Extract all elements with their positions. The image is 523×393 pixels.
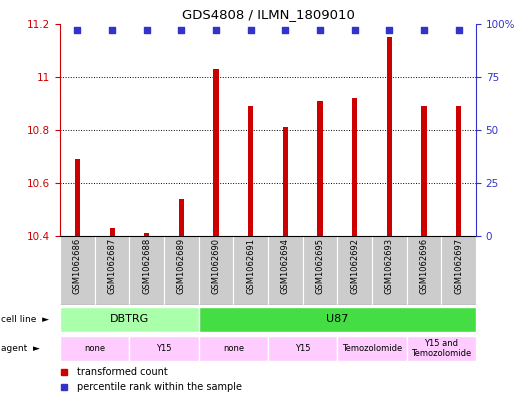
Bar (199, 307, 476, 332)
Point (281, 27, 290, 33)
Point (316, 27, 324, 33)
Bar (164, 236, 199, 305)
Bar (199, 236, 233, 305)
Text: GSM1062692: GSM1062692 (350, 238, 359, 294)
Text: none: none (84, 344, 105, 353)
Text: GSM1062690: GSM1062690 (212, 238, 221, 294)
Text: GSM1062691: GSM1062691 (246, 238, 255, 294)
Text: Y15 and
Temozolomide: Y15 and Temozolomide (411, 339, 471, 358)
Point (385, 27, 393, 33)
Text: GSM1062688: GSM1062688 (142, 238, 151, 294)
Point (246, 27, 255, 33)
Bar (441, 236, 476, 305)
Text: Y15: Y15 (295, 344, 311, 353)
Point (454, 27, 463, 33)
Bar (407, 336, 476, 361)
Bar (144, 233, 150, 236)
Text: DBTRG: DBTRG (110, 314, 149, 324)
Text: GSM1062696: GSM1062696 (419, 238, 428, 294)
Point (143, 27, 151, 33)
Bar (337, 236, 372, 305)
Text: percentile rank within the sample: percentile rank within the sample (77, 382, 242, 391)
Bar (352, 98, 357, 236)
Bar (109, 228, 115, 236)
Bar (179, 199, 184, 236)
Text: GSM1062693: GSM1062693 (385, 238, 394, 294)
Text: GSM1062695: GSM1062695 (315, 238, 324, 294)
Bar (129, 236, 164, 305)
Bar (199, 336, 268, 361)
Bar (60, 307, 199, 332)
Text: GSM1062697: GSM1062697 (454, 238, 463, 294)
Text: transformed count: transformed count (77, 367, 167, 377)
Bar (60, 236, 95, 305)
Bar (407, 236, 441, 305)
Bar (75, 159, 80, 236)
Point (212, 27, 220, 33)
Bar (60, 336, 129, 361)
Bar (233, 236, 268, 305)
Text: GSM1062687: GSM1062687 (108, 238, 117, 294)
Bar (248, 106, 253, 236)
Text: U87: U87 (326, 314, 348, 324)
Text: none: none (223, 344, 244, 353)
Text: Y15: Y15 (156, 344, 172, 353)
Text: Temozolomide: Temozolomide (342, 344, 402, 353)
Title: GDS4808 / ILMN_1809010: GDS4808 / ILMN_1809010 (181, 8, 355, 21)
Point (177, 27, 186, 33)
Bar (372, 236, 407, 305)
Bar (303, 236, 337, 305)
Point (350, 27, 359, 33)
Bar (337, 336, 407, 361)
Point (73, 27, 82, 33)
Bar (129, 336, 199, 361)
Text: GSM1062686: GSM1062686 (73, 238, 82, 294)
Text: cell line  ►: cell line ► (1, 315, 49, 324)
Bar (268, 336, 337, 361)
Bar (317, 101, 323, 236)
Bar (422, 106, 427, 236)
Bar (456, 106, 461, 236)
Bar (283, 127, 288, 236)
Bar (213, 69, 219, 236)
Bar (95, 236, 129, 305)
Point (420, 27, 428, 33)
Bar (268, 236, 303, 305)
Text: GSM1062694: GSM1062694 (281, 238, 290, 294)
Bar (386, 37, 392, 236)
Text: agent  ►: agent ► (1, 344, 40, 353)
Point (108, 27, 116, 33)
Text: GSM1062689: GSM1062689 (177, 238, 186, 294)
